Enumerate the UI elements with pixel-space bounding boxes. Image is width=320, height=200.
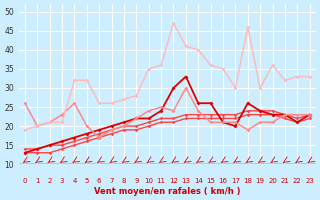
X-axis label: Vent moyen/en rafales ( km/h ): Vent moyen/en rafales ( km/h )	[94, 187, 241, 196]
